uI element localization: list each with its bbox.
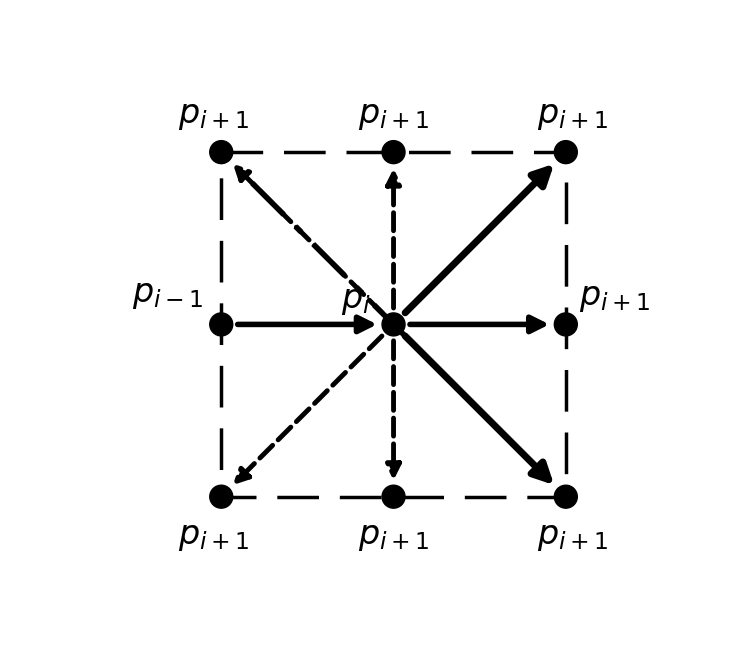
- Text: $p_i$: $p_i$: [341, 284, 371, 318]
- Circle shape: [382, 140, 405, 163]
- Text: $p_{i+1}$: $p_{i+1}$: [537, 520, 609, 552]
- Text: $p_{i+1}$: $p_{i+1}$: [358, 99, 429, 132]
- Text: $p_{i+1}$: $p_{i+1}$: [358, 520, 429, 552]
- Circle shape: [210, 140, 233, 163]
- Text: $p_{i+1}$: $p_{i+1}$: [179, 99, 250, 132]
- Circle shape: [554, 313, 577, 336]
- Circle shape: [382, 313, 405, 336]
- Text: $p_{i+1}$: $p_{i+1}$: [579, 281, 650, 314]
- Circle shape: [554, 485, 577, 508]
- Circle shape: [210, 485, 233, 508]
- Text: $p_{i+1}$: $p_{i+1}$: [179, 520, 250, 552]
- Text: $p_{i+1}$: $p_{i+1}$: [537, 99, 609, 132]
- Circle shape: [210, 313, 233, 336]
- Circle shape: [382, 485, 405, 508]
- Text: $p_{i-1}$: $p_{i-1}$: [132, 279, 203, 312]
- Circle shape: [554, 140, 577, 163]
